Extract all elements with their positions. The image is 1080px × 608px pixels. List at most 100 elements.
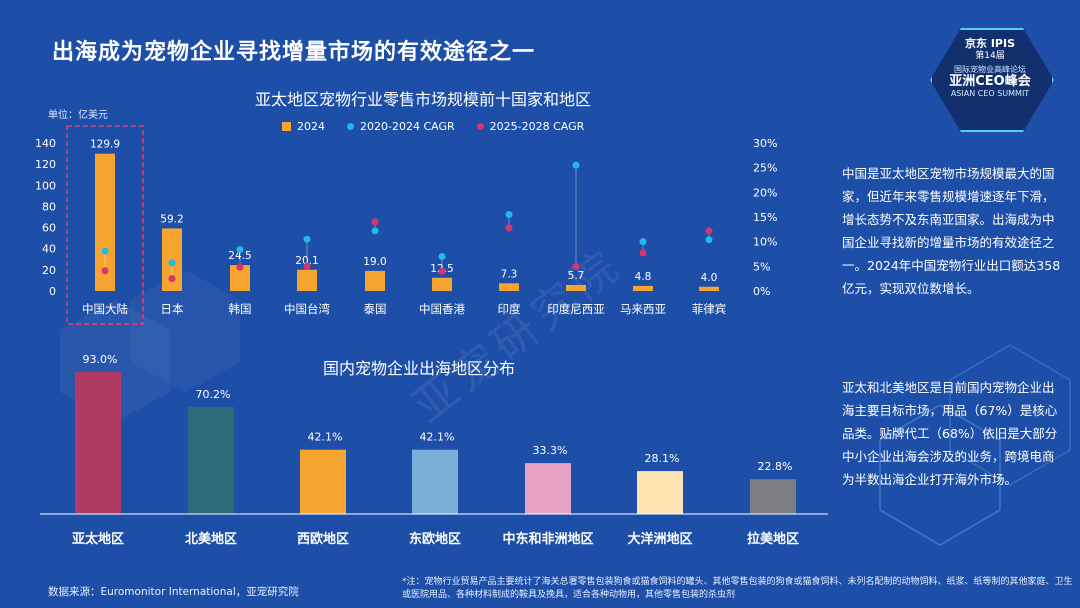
bar-value-label: 42.1% (420, 431, 455, 444)
y2-tick-label: 0% (753, 285, 770, 298)
legend-swatch-dot (476, 123, 484, 130)
bar (499, 283, 519, 291)
bar-value-label: 5.7 (568, 270, 585, 282)
x-tick-label: 西欧地区 (297, 531, 349, 547)
x-tick-label: 中东和非洲地区 (502, 531, 593, 547)
x-tick-label: 印度尼西亚 (547, 302, 605, 316)
x-tick-label: 亚太地区 (72, 531, 124, 547)
bar-value-label: 70.2% (196, 388, 231, 401)
x-tick-label: 中国台湾 (284, 302, 330, 316)
x-tick-label: 马来西亚 (620, 302, 666, 316)
bar (633, 285, 653, 291)
x-tick-label: 东欧地区 (409, 531, 461, 547)
bar (525, 463, 571, 514)
y2-tick-label: 15% (753, 211, 777, 224)
chart2-title: 国内宠物企业出海地区分布 (323, 359, 516, 378)
x-tick-label: 日本 (161, 302, 184, 316)
y-tick-label: 140 (35, 137, 56, 150)
legend-label: 2020-2024 CAGR (360, 120, 455, 133)
summit-logo-text: 京东 IPIS 第14届 国际宠物业高峰论坛 亚洲CEO峰会 ASIAN CEO… (930, 28, 1050, 128)
chart1-legend: 2024 2020-2024 CAGR 2025-2028 CAGR (282, 120, 584, 133)
cagr-point (505, 224, 513, 232)
chart1-title: 亚太地区宠物行业零售市场规模前十国家和地区 (255, 90, 592, 109)
insight-paragraph-1: 中国是亚太地区宠物市场规模最大的国家，但近年来零售规模增速逐年下滑，增长态势不及… (842, 166, 1061, 296)
bar (365, 270, 385, 291)
highlight-box (66, 125, 144, 325)
logo-summit-en: ASIAN CEO SUMMIT (950, 89, 1030, 98)
y2-tick-label: 10% (753, 236, 777, 249)
bar-value-label: 22.8% (758, 460, 793, 473)
bar-value-label: 59.2 (160, 213, 183, 225)
cagr-point (705, 236, 713, 244)
legend-label: 2024 (297, 120, 325, 133)
x-tick-label: 印度 (498, 302, 521, 316)
x-tick-label: 中国大陆 (82, 302, 128, 316)
bar (432, 277, 452, 291)
cagr-point (572, 161, 580, 169)
legend-swatch-bar (282, 122, 291, 131)
x-tick-label: 中国香港 (419, 302, 465, 316)
bar (699, 286, 719, 291)
cagr-point (705, 227, 713, 235)
slide-title: 出海成为宠物企业寻找增量市场的有效途径之一 (52, 40, 536, 65)
bar-value-label: 28.1% (645, 452, 680, 465)
logo-edition: 第14届 (975, 51, 1005, 61)
cagr-point (101, 247, 109, 255)
y2-tick-label: 25% (753, 162, 777, 175)
x-tick-label: 拉美地区 (747, 531, 799, 547)
cagr-point (303, 262, 311, 270)
cagr-point (371, 227, 379, 235)
cagr-point (572, 262, 580, 270)
bar-value-label: 19.0 (363, 256, 386, 268)
bar-value-label: 4.8 (635, 271, 652, 283)
bar-value-label: 42.1% (308, 431, 343, 444)
bar-value-label: 93.0% (83, 353, 118, 366)
cagr-point (505, 211, 513, 219)
y-tick-label: 0 (49, 285, 56, 298)
cagr-point (236, 263, 244, 271)
x-tick-label: 泰国 (364, 302, 387, 316)
bar (750, 479, 796, 514)
footnote: *注：宠物行业贸易产品主要统计了海关总署零售包装狗食或猫食饲料的罐头、其他零售包… (402, 577, 1073, 600)
cagr-point (303, 235, 311, 243)
chart1-unit-label: 单位：亿美元 (48, 110, 108, 121)
cagr-point (639, 238, 647, 246)
bar (412, 449, 458, 514)
x-tick-label: 菲律宾 (692, 302, 727, 316)
bar-value-label: 24.5 (228, 250, 251, 262)
bar (300, 449, 346, 514)
legend-item-cagr-2020: 2020-2024 CAGR (347, 120, 455, 133)
cagr-point (168, 259, 176, 267)
legend-item-2024: 2024 (282, 120, 325, 133)
y2-tick-label: 20% (753, 186, 777, 199)
bar (566, 284, 586, 291)
y-tick-label: 40 (42, 243, 56, 256)
cagr-point (236, 246, 244, 254)
bar (637, 471, 683, 514)
bar-value-label: 33.3% (533, 444, 568, 457)
y2-tick-label: 30% (753, 137, 777, 150)
bar (297, 269, 317, 291)
cagr-point (639, 249, 647, 257)
x-tick-label: 韩国 (229, 302, 252, 316)
bar (95, 153, 115, 291)
y-tick-label: 80 (42, 200, 56, 213)
y-tick-label: 120 (35, 158, 56, 171)
y-tick-label: 100 (35, 179, 56, 192)
x-tick-label: 北美地区 (185, 531, 237, 547)
bar-value-label: 20.1 (295, 255, 318, 267)
y-tick-label: 60 (42, 222, 56, 235)
bar (230, 265, 250, 291)
bar (75, 372, 121, 514)
insight-paragraph-2: 亚太和北美地区是目前国内宠物企业出海主要目标市场，用品（67%）是核心品类。贴牌… (842, 380, 1058, 487)
logo-brand: 京东 IPIS (965, 37, 1015, 50)
logo-forum: 国际宠物业高峰论坛 (954, 65, 1026, 74)
logo-summit: 亚洲CEO峰会 (949, 74, 1031, 89)
legend-item-cagr-2025: 2025-2028 CAGR (476, 120, 584, 133)
bar-value-label: 4.0 (701, 272, 718, 284)
y-tick-label: 20 (42, 264, 56, 277)
cagr-point (101, 267, 109, 275)
bar-value-label: 129.9 (90, 139, 120, 151)
bar (188, 406, 234, 514)
